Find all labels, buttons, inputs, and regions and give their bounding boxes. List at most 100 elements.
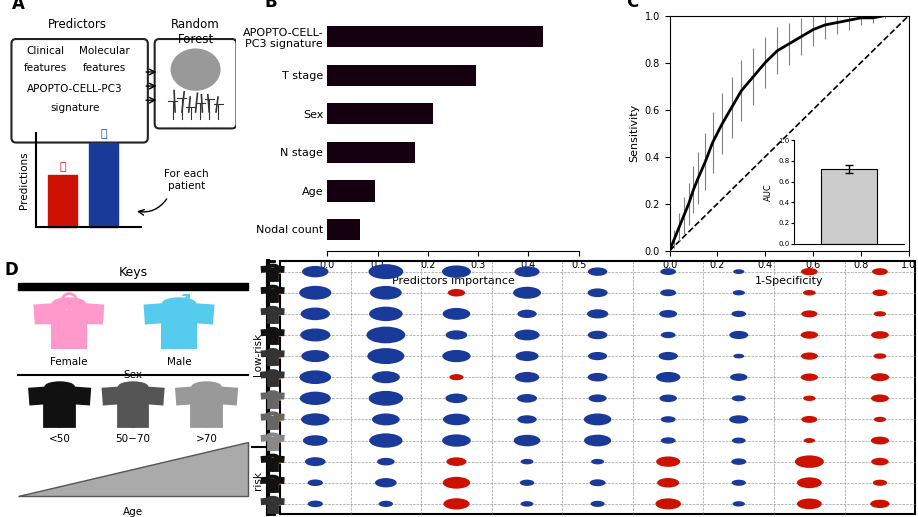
Ellipse shape (732, 396, 745, 401)
Bar (18, 283, 248, 290)
Ellipse shape (733, 501, 745, 507)
Ellipse shape (372, 414, 399, 425)
Ellipse shape (733, 290, 744, 295)
Ellipse shape (874, 353, 887, 359)
Ellipse shape (591, 459, 604, 464)
Text: Predictions: Predictions (19, 151, 29, 209)
Ellipse shape (448, 289, 465, 297)
Ellipse shape (661, 332, 676, 338)
Text: features: features (24, 63, 67, 72)
Ellipse shape (520, 480, 534, 486)
Ellipse shape (871, 437, 889, 445)
Text: Predictors: Predictors (48, 18, 106, 31)
Ellipse shape (446, 458, 466, 466)
Ellipse shape (301, 350, 330, 362)
Ellipse shape (588, 331, 608, 339)
Text: ✿: ✿ (274, 267, 282, 276)
Text: Random
Forest: Random Forest (171, 18, 220, 46)
Text: Male: Male (167, 357, 191, 367)
Ellipse shape (518, 310, 537, 318)
Ellipse shape (803, 396, 815, 401)
Text: signature: signature (50, 102, 100, 113)
Text: B: B (264, 0, 277, 11)
Ellipse shape (267, 306, 278, 310)
Text: >70: >70 (196, 434, 218, 444)
Bar (328, 65, 476, 86)
Polygon shape (39, 309, 98, 324)
Ellipse shape (589, 479, 606, 486)
Bar (268, 416, 277, 420)
Ellipse shape (588, 267, 608, 276)
Text: Keys: Keys (118, 266, 148, 279)
Ellipse shape (267, 475, 278, 479)
Text: ✿: ✿ (274, 330, 282, 340)
Ellipse shape (513, 287, 541, 299)
Ellipse shape (299, 370, 331, 384)
Ellipse shape (871, 394, 889, 402)
Bar (280, 261, 915, 514)
Text: 🚶: 🚶 (60, 162, 66, 172)
Ellipse shape (588, 352, 607, 360)
Ellipse shape (729, 415, 748, 423)
Text: risk: risk (253, 472, 263, 490)
Bar (48, 392, 72, 405)
Ellipse shape (44, 382, 75, 392)
Ellipse shape (800, 373, 818, 381)
Ellipse shape (874, 311, 886, 316)
Ellipse shape (515, 372, 539, 383)
Text: ✿: ✿ (274, 457, 282, 466)
Text: ✿: ✿ (274, 352, 282, 360)
Ellipse shape (300, 391, 330, 405)
Ellipse shape (449, 374, 464, 381)
Ellipse shape (369, 307, 403, 321)
Ellipse shape (874, 417, 886, 422)
Ellipse shape (730, 373, 747, 381)
Ellipse shape (584, 435, 611, 446)
Bar (268, 289, 277, 294)
Text: ✿: ✿ (274, 415, 282, 424)
Ellipse shape (366, 327, 405, 343)
Ellipse shape (442, 265, 471, 278)
Ellipse shape (267, 412, 278, 416)
Text: Low-risk: Low-risk (253, 332, 263, 376)
Ellipse shape (303, 435, 328, 446)
Ellipse shape (372, 371, 400, 383)
Ellipse shape (801, 268, 818, 275)
Text: ♂: ♂ (166, 292, 192, 320)
Ellipse shape (305, 457, 326, 466)
Ellipse shape (267, 285, 278, 289)
Ellipse shape (873, 480, 887, 486)
Text: ✿: ✿ (274, 478, 282, 487)
Ellipse shape (870, 499, 890, 508)
Ellipse shape (729, 331, 748, 339)
Text: Clinical: Clinical (27, 46, 64, 56)
Ellipse shape (659, 394, 677, 402)
Bar (328, 219, 360, 240)
Text: ♀: ♀ (58, 292, 80, 321)
Ellipse shape (51, 297, 86, 309)
Bar (328, 142, 415, 163)
Ellipse shape (872, 290, 888, 296)
Ellipse shape (302, 266, 329, 277)
Ellipse shape (162, 297, 196, 309)
Ellipse shape (516, 351, 539, 361)
Ellipse shape (733, 269, 744, 274)
Ellipse shape (514, 435, 541, 446)
Ellipse shape (732, 311, 746, 317)
Ellipse shape (584, 414, 611, 425)
Ellipse shape (518, 415, 537, 423)
Bar (328, 103, 433, 125)
Ellipse shape (445, 393, 467, 403)
Ellipse shape (660, 268, 676, 275)
Ellipse shape (656, 372, 680, 383)
Bar (268, 268, 277, 273)
Ellipse shape (733, 354, 744, 358)
Ellipse shape (797, 498, 822, 509)
Ellipse shape (800, 353, 818, 360)
Ellipse shape (658, 352, 677, 360)
Ellipse shape (870, 373, 890, 381)
Bar (328, 180, 375, 202)
Text: C: C (626, 0, 639, 11)
Ellipse shape (800, 331, 818, 339)
Ellipse shape (370, 286, 402, 299)
